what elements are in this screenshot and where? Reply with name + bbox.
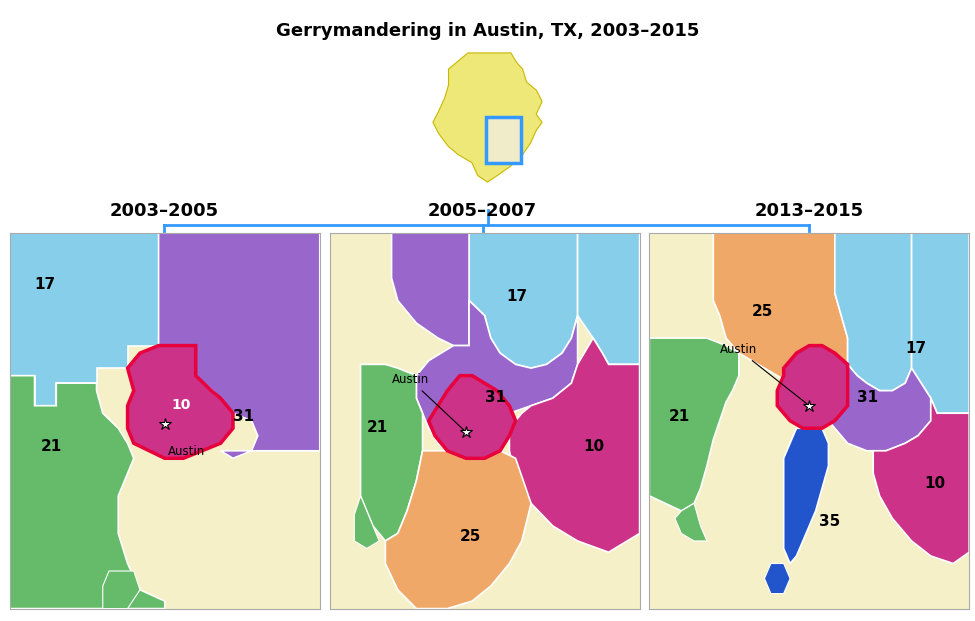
Text: 31: 31 bbox=[233, 409, 254, 424]
Text: 2013–2015: 2013–2015 bbox=[755, 202, 864, 220]
Polygon shape bbox=[159, 233, 320, 458]
Polygon shape bbox=[675, 504, 707, 541]
Polygon shape bbox=[790, 365, 931, 451]
Polygon shape bbox=[385, 451, 531, 609]
Polygon shape bbox=[392, 233, 469, 345]
Polygon shape bbox=[777, 345, 847, 428]
Text: Gerrymandering in Austin, TX, 2003–2015: Gerrymandering in Austin, TX, 2003–2015 bbox=[276, 22, 699, 40]
Text: Austin: Austin bbox=[392, 373, 464, 430]
Polygon shape bbox=[649, 338, 739, 511]
Text: 2005–2007: 2005–2007 bbox=[428, 202, 537, 220]
Polygon shape bbox=[433, 53, 542, 182]
Polygon shape bbox=[835, 233, 912, 391]
Text: 2003–2005: 2003–2005 bbox=[109, 202, 218, 220]
Polygon shape bbox=[416, 301, 577, 451]
Polygon shape bbox=[102, 571, 140, 609]
Polygon shape bbox=[577, 233, 640, 365]
Polygon shape bbox=[361, 365, 422, 541]
Polygon shape bbox=[469, 233, 577, 368]
Polygon shape bbox=[764, 563, 790, 594]
Polygon shape bbox=[784, 428, 829, 563]
Polygon shape bbox=[128, 345, 233, 458]
Polygon shape bbox=[354, 496, 379, 548]
Text: 31: 31 bbox=[485, 390, 506, 405]
Text: 31: 31 bbox=[857, 390, 878, 405]
Text: 17: 17 bbox=[905, 341, 926, 356]
Text: 10: 10 bbox=[584, 439, 604, 454]
Text: 21: 21 bbox=[669, 409, 689, 424]
Polygon shape bbox=[912, 233, 969, 413]
Polygon shape bbox=[714, 233, 847, 391]
Text: 25: 25 bbox=[752, 304, 773, 319]
Text: 21: 21 bbox=[367, 420, 388, 435]
Text: 10: 10 bbox=[924, 476, 946, 491]
Text: 35: 35 bbox=[819, 514, 840, 529]
Bar bbox=[486, 117, 521, 163]
Text: Austin: Austin bbox=[720, 343, 807, 404]
Polygon shape bbox=[874, 398, 969, 563]
Text: 17: 17 bbox=[506, 289, 527, 304]
Polygon shape bbox=[509, 338, 640, 552]
Polygon shape bbox=[10, 376, 165, 609]
Text: 21: 21 bbox=[41, 439, 62, 454]
Polygon shape bbox=[429, 376, 516, 458]
Text: 10: 10 bbox=[171, 399, 190, 412]
Text: Austin: Austin bbox=[168, 445, 205, 458]
Polygon shape bbox=[10, 233, 159, 406]
Text: 17: 17 bbox=[34, 277, 56, 292]
Text: 25: 25 bbox=[460, 529, 481, 544]
